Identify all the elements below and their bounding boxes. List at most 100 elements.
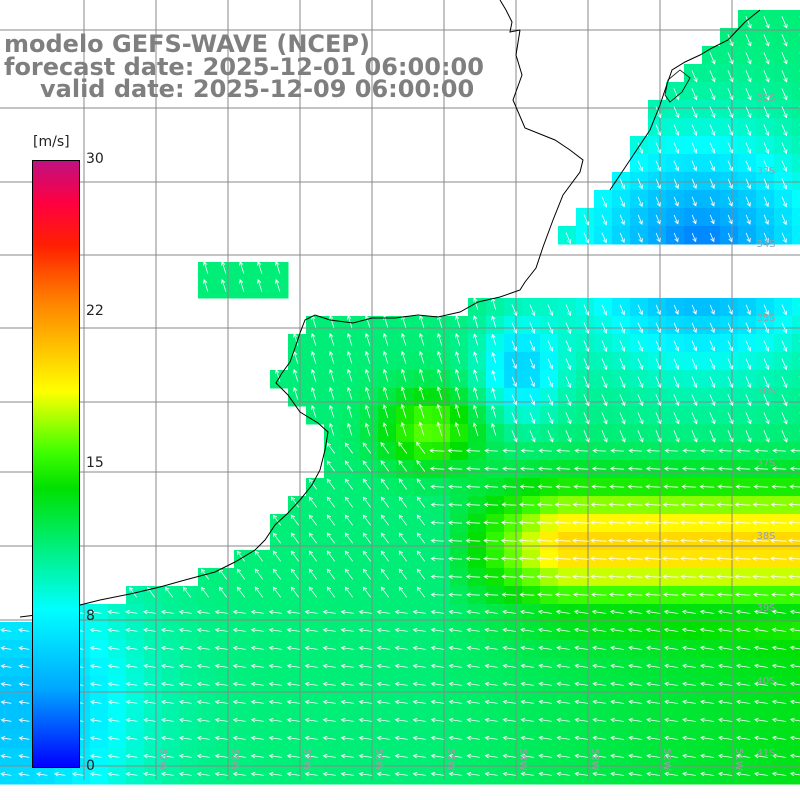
wind-arrow [416, 478, 426, 490]
wind-arrow [430, 484, 445, 489]
wind-arrow [753, 753, 769, 759]
wind-arrow [214, 681, 228, 687]
wind-arrow [781, 304, 788, 316]
wind-arrow [466, 717, 480, 723]
wind-arrow [182, 586, 192, 598]
colorbar-tick-15: 15 [86, 455, 104, 471]
wind-arrow [626, 502, 643, 507]
wind-arrow [790, 448, 800, 453]
wind-arrow [473, 351, 479, 364]
lon-label: 52W [661, 748, 672, 771]
wind-arrow [716, 520, 733, 525]
wind-arrow [781, 430, 788, 443]
wind-arrow [214, 663, 228, 669]
wind-arrow [236, 586, 246, 598]
wind-arrow [416, 514, 426, 526]
wind-arrow [502, 448, 516, 453]
wind-cell [792, 604, 800, 623]
wind-arrow [781, 196, 787, 208]
wind-arrow [709, 376, 716, 389]
wind-arrow [466, 466, 481, 471]
wind-arrow [454, 421, 461, 437]
wind-arrow [89, 718, 102, 723]
wind-arrow [781, 16, 788, 29]
wind-arrow [382, 333, 389, 346]
wind-arrow [752, 520, 769, 525]
wind-arrow [771, 663, 787, 669]
wind-arrow [274, 369, 281, 382]
wind-arrow [310, 369, 317, 382]
wind-arrow [430, 574, 444, 579]
wind-arrow [663, 466, 679, 471]
wind-arrow [763, 358, 770, 370]
wind-arrow [680, 538, 697, 543]
wind-arrow [430, 627, 444, 633]
wind-arrow [430, 645, 444, 651]
wind-arrow [590, 502, 607, 507]
wind-arrow [518, 538, 535, 543]
wind-cell [792, 352, 800, 371]
wind-arrow [416, 532, 426, 544]
wind-arrow [699, 645, 715, 651]
wind-arrow [358, 627, 372, 633]
wind-arrow [125, 663, 138, 669]
wind-arrow [734, 592, 751, 597]
wind-arrow [430, 681, 444, 687]
wind-arrow [220, 279, 227, 292]
wind-arrow [655, 214, 661, 225]
wind-arrow [178, 609, 192, 615]
wind-arrow [574, 735, 589, 741]
model-title: modelo GEFS-WAVE (NCEP) [4, 30, 370, 58]
wind-arrow [637, 142, 644, 154]
wind-arrow [554, 574, 571, 579]
wind-arrow [608, 592, 625, 597]
lat-label: 41S [756, 748, 775, 759]
wind-arrow [699, 484, 715, 489]
wind-arrow [626, 574, 643, 579]
wind-arrow [160, 735, 174, 741]
wind-arrow [700, 699, 715, 705]
wind-arrow [727, 124, 734, 136]
wind-arrow [0, 682, 12, 687]
wind-arrow [592, 645, 607, 651]
wind-arrow [340, 771, 354, 777]
wind-arrow [416, 441, 426, 454]
wind-arrow [107, 645, 120, 651]
wind-arrow [519, 502, 535, 507]
wind-arrow [788, 520, 800, 525]
wind-cell [792, 82, 800, 101]
wind-arrow [554, 592, 571, 597]
wind-arrow [709, 322, 715, 334]
wind-arrow [664, 735, 679, 741]
wind-arrow [745, 340, 752, 352]
wind-arrow [491, 387, 497, 400]
coastline [19, 29, 584, 618]
wind-arrow [394, 663, 408, 669]
wind-arrow [735, 771, 751, 777]
wind-arrow [529, 322, 536, 334]
wind-arrow [362, 550, 372, 562]
wind-arrow [344, 586, 354, 598]
wind-arrow [501, 574, 517, 579]
wind-arrow [465, 520, 481, 525]
wind-arrow [326, 496, 336, 508]
wind-arrow [484, 771, 498, 777]
wind-cell [792, 388, 800, 407]
wind-arrow [436, 368, 443, 382]
longitude-labels: 59W 58W 57W 56W 55W 54W 53W 52W 51W [157, 748, 744, 771]
wind-arrow [556, 663, 571, 669]
wind-arrow [322, 627, 336, 633]
wind-arrow [380, 478, 390, 490]
wind-arrow [745, 178, 751, 190]
wind-arrow [400, 403, 407, 419]
wind-arrow [529, 304, 536, 317]
wind-arrow [745, 214, 751, 225]
wind-arrow [691, 304, 697, 315]
wind-cell [792, 478, 800, 497]
wind-arrow [645, 466, 661, 471]
wind-arrow [698, 592, 715, 597]
wind-arrow [232, 735, 246, 741]
wind-arrow [362, 442, 372, 454]
wind-arrow [520, 645, 535, 651]
wind-arrow [412, 609, 426, 615]
